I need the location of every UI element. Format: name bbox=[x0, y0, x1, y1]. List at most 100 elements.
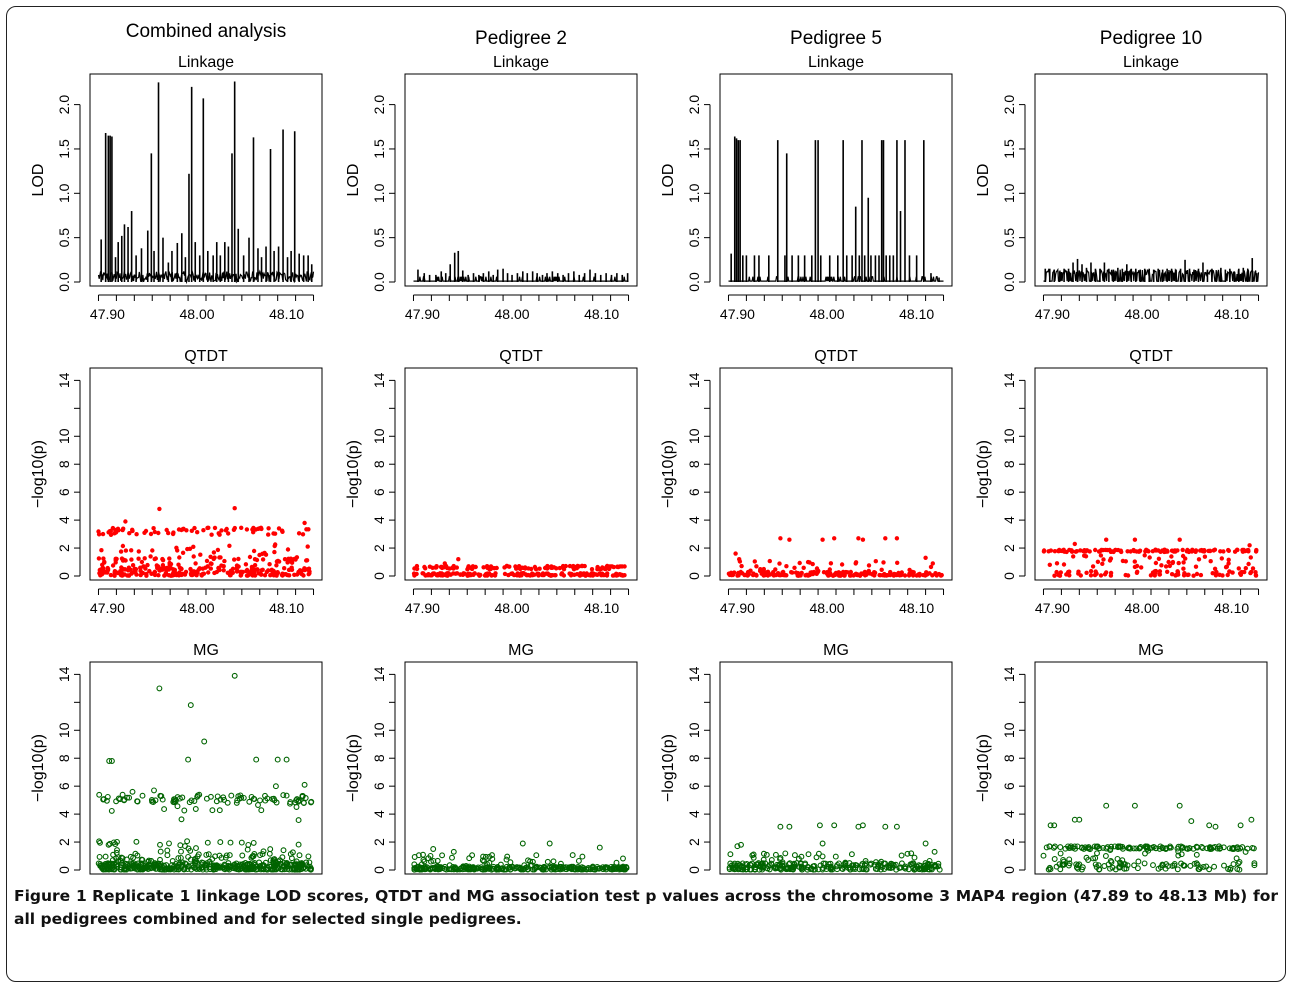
qtdt-point bbox=[467, 573, 472, 578]
mg-point bbox=[450, 848, 457, 855]
qtdt-point bbox=[1196, 557, 1202, 562]
qtdt-point bbox=[593, 572, 599, 577]
qtdt-point bbox=[1169, 554, 1174, 559]
mg-point bbox=[113, 849, 120, 856]
mg-point bbox=[805, 851, 812, 858]
mg-point bbox=[256, 859, 263, 866]
mg-point bbox=[118, 857, 124, 864]
qtdt-point bbox=[553, 573, 558, 578]
qtdt-point bbox=[100, 566, 105, 571]
qtdt-point bbox=[239, 525, 244, 530]
qtdt-point bbox=[574, 565, 579, 570]
mg-point bbox=[569, 852, 576, 859]
qtdt-point bbox=[166, 530, 171, 536]
y-tick-label: 0.0 bbox=[686, 272, 702, 292]
qtdt-point bbox=[771, 570, 776, 575]
qtdt-point bbox=[1166, 559, 1171, 565]
mg-point bbox=[239, 852, 246, 859]
mg-point bbox=[798, 853, 805, 860]
qtdt-point bbox=[219, 563, 224, 568]
mg-point bbox=[583, 866, 590, 873]
mg-point bbox=[259, 851, 266, 858]
qtdt-point bbox=[1184, 549, 1190, 554]
mg-point bbox=[859, 822, 866, 829]
mg-point bbox=[1149, 844, 1156, 851]
mg-point bbox=[1107, 847, 1114, 854]
mg-point bbox=[157, 841, 163, 848]
mg-point bbox=[1145, 847, 1152, 854]
x-tick-label: 48.00 bbox=[810, 600, 845, 616]
mg-point bbox=[1251, 862, 1258, 869]
mg-point bbox=[486, 859, 493, 866]
qtdt-point bbox=[222, 558, 227, 564]
qtdt-point bbox=[134, 532, 139, 537]
mg-point bbox=[504, 853, 511, 860]
mg-point bbox=[1142, 843, 1149, 850]
x-tick-label: 48.00 bbox=[180, 600, 215, 616]
qtdt-point bbox=[1253, 573, 1259, 578]
panel-subtitle: Linkage bbox=[178, 54, 234, 71]
mg-point bbox=[178, 848, 184, 855]
figure-caption: Figure 1 Replicate 1 linkage LOD scores,… bbox=[14, 885, 1278, 931]
qtdt-point bbox=[1132, 559, 1138, 564]
mg-point bbox=[245, 841, 252, 848]
mg-point bbox=[300, 800, 307, 806]
qtdt-point bbox=[306, 527, 311, 532]
qtdt-point bbox=[218, 555, 223, 560]
mg-point bbox=[825, 861, 832, 868]
y-tick-label: 8 bbox=[686, 460, 702, 468]
qtdt-point bbox=[540, 572, 545, 578]
mg-point bbox=[123, 856, 130, 863]
qtdt-point bbox=[251, 530, 256, 535]
qtdt-point bbox=[1113, 547, 1118, 553]
mg-point bbox=[119, 791, 126, 798]
mg-point bbox=[1188, 818, 1195, 825]
mg-point bbox=[1230, 861, 1237, 868]
mg-point bbox=[182, 843, 188, 850]
mg-point bbox=[1134, 865, 1141, 872]
mg-point bbox=[813, 854, 820, 861]
mg-point bbox=[281, 866, 288, 873]
y-axis-label: LOD bbox=[975, 164, 992, 197]
mg-point bbox=[157, 848, 164, 855]
y-tick-label: 2 bbox=[371, 838, 387, 846]
qtdt-point bbox=[1167, 563, 1173, 569]
y-tick-label: 6 bbox=[686, 488, 702, 496]
qtdt-point bbox=[204, 558, 210, 564]
panel bbox=[74, 661, 323, 875]
qtdt-point bbox=[272, 549, 277, 555]
y-tick-label: 6 bbox=[1001, 782, 1017, 790]
qtdt-point bbox=[431, 571, 436, 577]
y-tick-label: 10 bbox=[371, 428, 387, 444]
qtdt-point bbox=[195, 530, 200, 535]
qtdt-point bbox=[928, 564, 934, 570]
panel-subtitle: QTDT bbox=[499, 348, 543, 365]
y-tick-label: 14 bbox=[56, 666, 72, 682]
y-tick-label: 6 bbox=[56, 488, 72, 496]
qtdt-point bbox=[212, 555, 217, 560]
x-tick-label: 47.90 bbox=[720, 306, 755, 322]
mg-point bbox=[1087, 846, 1093, 853]
mg-point bbox=[1051, 856, 1058, 862]
mg-point bbox=[596, 865, 602, 872]
mg-point bbox=[540, 866, 547, 873]
qtdt-point bbox=[1247, 543, 1252, 548]
mg-point bbox=[1179, 845, 1186, 852]
mg-point bbox=[269, 796, 276, 802]
y-tick-label: 2 bbox=[686, 838, 702, 846]
qtdt-point bbox=[267, 562, 272, 567]
plot-frame bbox=[404, 661, 638, 875]
qtdt-point bbox=[790, 570, 795, 575]
y-tick-label: 8 bbox=[1001, 460, 1017, 468]
mg-point bbox=[519, 840, 526, 847]
mg-point bbox=[1195, 866, 1202, 872]
qtdt-point bbox=[602, 572, 607, 578]
qtdt-point bbox=[130, 563, 136, 568]
qtdt-point bbox=[422, 564, 427, 570]
qtdt-point bbox=[1088, 569, 1094, 574]
mg-point bbox=[275, 858, 282, 865]
mg-point bbox=[267, 857, 274, 864]
mg-point bbox=[1198, 843, 1205, 850]
qtdt-point bbox=[251, 525, 256, 531]
qtdt-point bbox=[1202, 554, 1208, 559]
